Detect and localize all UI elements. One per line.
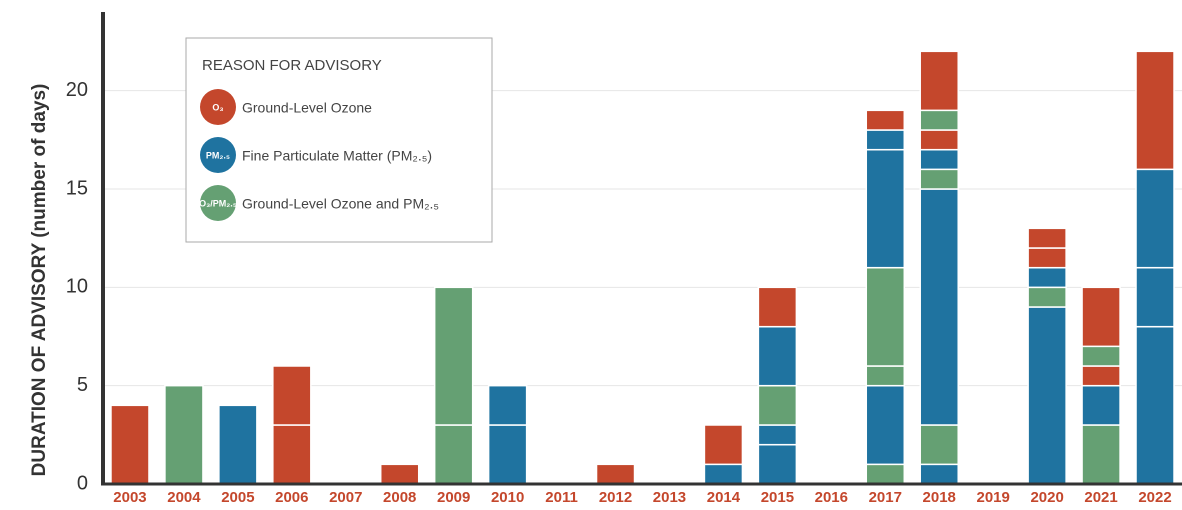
x-tick-label: 2009 [437, 489, 470, 506]
bar-segment [919, 188, 959, 426]
bar-segment [1027, 247, 1067, 269]
bar-segment [1135, 168, 1175, 269]
legend-label: Fine Particulate Matter (PM₂.₅) [242, 148, 432, 164]
x-tick-label: 2016 [815, 489, 848, 506]
bar-segment [1027, 286, 1067, 308]
bar-segment [703, 424, 744, 466]
legend-title: REASON FOR ADVISORY [202, 57, 382, 74]
legend-icon-text: O₃ [212, 102, 223, 112]
bar-segment [865, 384, 906, 466]
bar-segment [919, 148, 959, 171]
bar-segment [703, 463, 744, 485]
x-tick-label: 2006 [275, 489, 308, 506]
x-tick-label: 2010 [491, 489, 524, 506]
x-tick-label: 2004 [167, 489, 201, 506]
bar-segment [272, 365, 312, 426]
bar-segment [595, 463, 636, 485]
y-tick-label: 10 [66, 276, 88, 298]
y-tick-label: 5 [77, 374, 88, 396]
x-tick-label: 2008 [383, 489, 416, 506]
legend-icon-text: PM₂.₅ [206, 150, 230, 160]
bar-segment [865, 365, 906, 387]
bar-segment [757, 424, 798, 446]
bar-segment [433, 424, 474, 485]
bar-segment [865, 463, 906, 485]
bar-segment [757, 286, 798, 328]
x-tick-label: 2022 [1138, 489, 1171, 506]
bar-segment [164, 384, 204, 485]
bar-segment [1081, 365, 1121, 387]
bar-segment [919, 168, 959, 190]
y-tick-label: 20 [66, 79, 88, 101]
bar-segment [919, 463, 959, 485]
x-tick-label: 2020 [1030, 489, 1063, 506]
x-tick-label: 2005 [221, 489, 254, 506]
bar-segment [919, 424, 959, 466]
y-axis-label: DURATION OF ADVISORY (number of days) [29, 84, 50, 477]
legend-icon [200, 185, 236, 221]
bar-segment [757, 443, 798, 485]
bar-segment [919, 50, 959, 112]
bar-segment [379, 463, 420, 485]
x-tick-label: 2019 [976, 489, 1009, 506]
bar-segment [1081, 384, 1121, 426]
bar-segment [218, 404, 258, 485]
bar-segment [865, 109, 906, 131]
legend: REASON FOR ADVISORY O₃ Ground-Level Ozone P… [185, 37, 493, 243]
bar-segment [919, 129, 959, 151]
x-tick-label: 2018 [923, 489, 956, 506]
bar-segment [865, 148, 906, 269]
bar-segment [272, 424, 312, 485]
bar-segment [433, 286, 474, 426]
bar-segment [757, 384, 798, 426]
y-tick-label: 15 [66, 177, 88, 199]
x-tick-label: 2021 [1084, 489, 1117, 506]
legend-icon-text: O₃/PM₂.₅ [199, 198, 237, 208]
bar-segment [1027, 227, 1067, 249]
x-tick-label: 2017 [869, 489, 902, 506]
legend-box [185, 37, 493, 243]
bar-segment [1081, 345, 1121, 367]
bar-segment [1081, 286, 1121, 348]
bar-segment [1027, 306, 1067, 485]
x-tick-label: 2012 [599, 489, 632, 506]
legend-icon [200, 137, 236, 173]
bar-segment [1135, 325, 1175, 485]
x-tick-label: 2003 [113, 489, 146, 506]
bar-segment [757, 325, 798, 387]
x-tick-label: 2011 [545, 489, 578, 506]
legend-label: Ground-Level Ozone and PM₂.₅ [242, 196, 439, 212]
bar-segment [1081, 424, 1121, 485]
bar-segment [1027, 266, 1067, 289]
x-tick-label: 2015 [761, 489, 794, 506]
legend-label: Ground-Level Ozone [242, 100, 372, 116]
bar-segment [1135, 50, 1175, 171]
y-tick-label: 0 [77, 472, 88, 494]
bar-segment [487, 384, 528, 426]
x-tick-label: 2007 [329, 489, 362, 506]
bar-segment [865, 266, 906, 367]
bar-segment [487, 424, 528, 485]
bar-segment [110, 404, 150, 485]
x-tick-label: 2014 [707, 489, 741, 506]
legend-icon [200, 89, 236, 125]
x-tick-label: 2013 [653, 489, 686, 506]
bar-segment [865, 129, 906, 151]
bar-segment [919, 109, 959, 131]
bar-segment [1135, 266, 1175, 328]
